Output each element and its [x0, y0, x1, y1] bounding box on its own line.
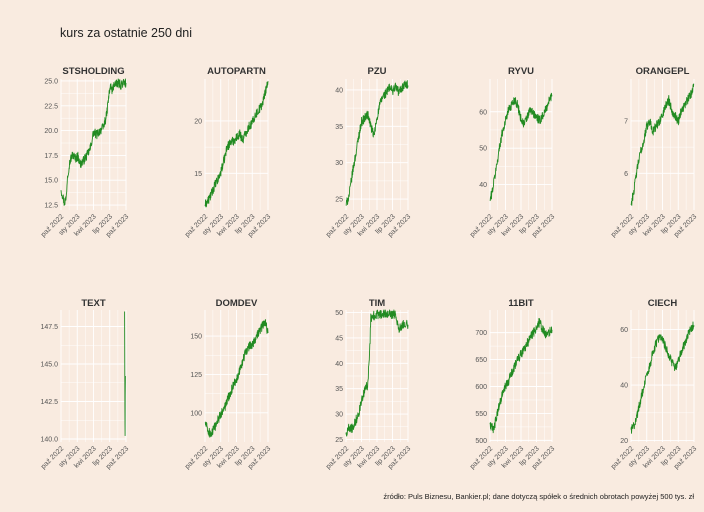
y-tick-label: 25 [335, 197, 343, 204]
y-tick-label: 22.5 [44, 103, 58, 110]
y-tick-label: 20.0 [44, 128, 58, 135]
y-tick-label: 40 [479, 182, 487, 189]
y-tick-label: 60 [620, 327, 628, 334]
price-line [489, 92, 553, 202]
panel-title: 11BIT [508, 298, 534, 309]
panel-title: PZU [368, 66, 387, 77]
panel-title: DOMDEV [216, 298, 258, 309]
y-tick-label: 30 [335, 160, 343, 167]
panel-title: STSHOLDING [62, 66, 124, 77]
source-caption: źródło: Puls Biznesu, Bankier.pl; dane d… [383, 492, 694, 501]
y-tick-label: 150 [190, 334, 202, 341]
y-tick-label: 40 [335, 361, 343, 368]
y-tick-label: 600 [475, 384, 487, 391]
y-tick-label: 125 [190, 372, 202, 379]
panel-title: ORANGEPL [636, 66, 690, 77]
y-tick-label: 35 [335, 386, 343, 393]
y-tick-label: 20 [194, 118, 202, 125]
y-tick-label: 15.0 [44, 178, 58, 185]
panel-title: AUTOPARTN [207, 66, 266, 77]
y-tick-label: 60 [479, 109, 487, 116]
y-tick-label: 700 [475, 330, 487, 337]
y-tick-label: 147.5 [40, 324, 58, 331]
y-tick-label: 500 [475, 438, 487, 445]
price-line [630, 321, 695, 434]
y-tick-label: 20 [620, 438, 628, 445]
y-tick-label: 45 [335, 335, 343, 342]
y-tick-label: 50 [335, 310, 343, 317]
price-line [124, 311, 126, 437]
y-tick-label: 145.0 [40, 362, 58, 369]
price-line [345, 80, 409, 206]
price-line [489, 318, 553, 434]
price-line [630, 83, 695, 206]
y-tick-label: 140.0 [40, 437, 58, 444]
y-tick-label: 100 [190, 410, 202, 417]
y-tick-label: 12.5 [44, 203, 58, 210]
y-tick-label: 40 [620, 383, 628, 390]
y-tick-label: 50 [479, 146, 487, 153]
y-tick-label: 7 [624, 118, 628, 125]
y-tick-label: 15 [194, 171, 202, 178]
panel-title: CIECH [648, 298, 678, 309]
price-line [60, 78, 127, 206]
panel-title: TEXT [81, 298, 105, 309]
y-tick-label: 6 [624, 171, 628, 178]
y-tick-label: 35 [335, 124, 343, 131]
y-tick-label: 17.5 [44, 153, 58, 160]
y-tick-label: 142.5 [40, 399, 58, 406]
y-tick-label: 25 [335, 437, 343, 444]
price-line [345, 309, 409, 437]
panel-title: TIM [369, 298, 385, 309]
y-tick-label: 30 [335, 412, 343, 419]
figure-title: kurs za ostatnie 250 dni [60, 26, 193, 40]
y-tick-label: 40 [335, 87, 343, 94]
y-tick-label: 650 [475, 357, 487, 364]
y-tick-label: 550 [475, 411, 487, 418]
y-tick-label: 25.0 [44, 78, 58, 85]
panel-title: RYVU [508, 66, 534, 77]
price-line [204, 319, 269, 438]
price-line [204, 81, 269, 208]
